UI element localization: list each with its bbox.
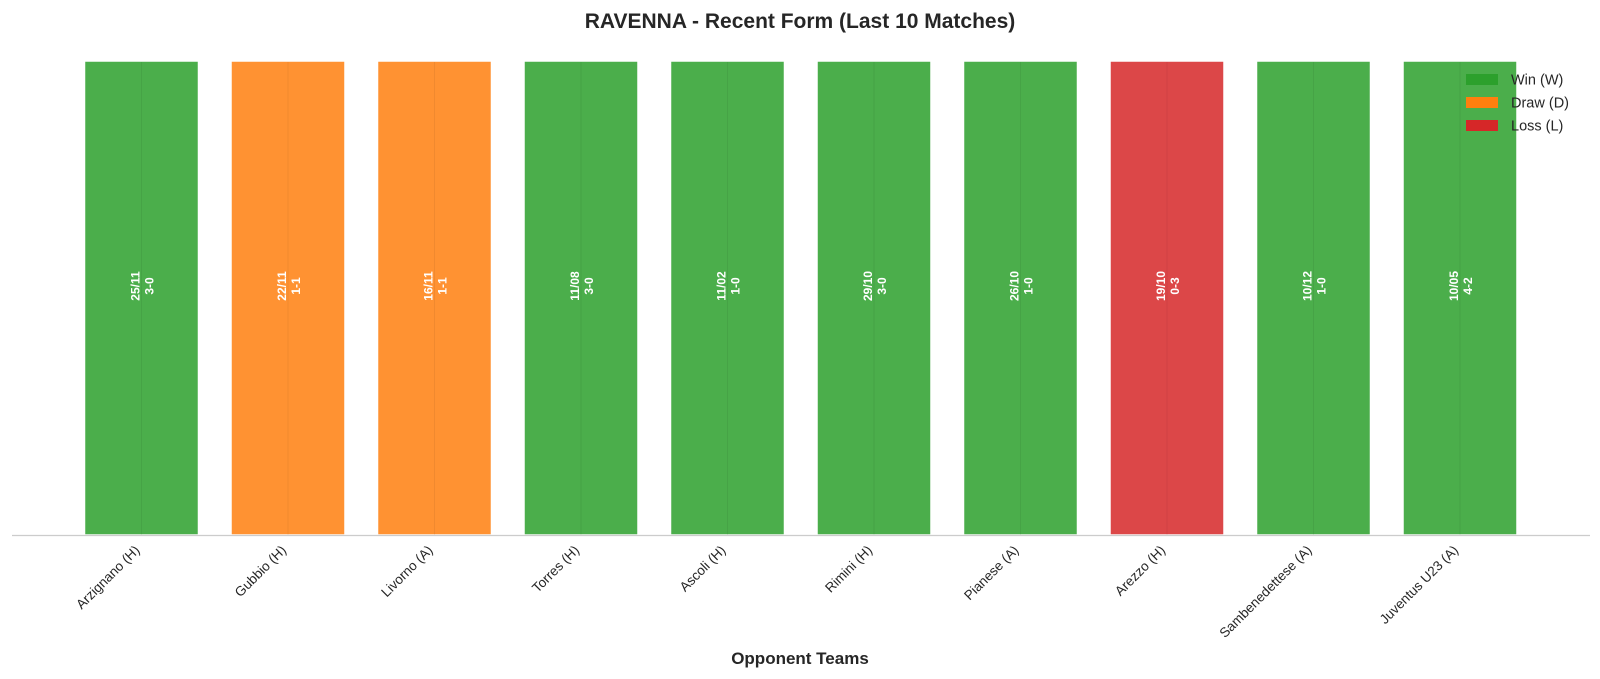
chart-title: RAVENNA - Recent Form (Last 10 Matches) bbox=[585, 10, 1016, 33]
bar-date-label: 10/05 bbox=[1447, 271, 1461, 301]
bar bbox=[230, 60, 346, 536]
bar bbox=[816, 60, 932, 536]
bar bbox=[376, 60, 493, 536]
bar-date-label: 11/08 bbox=[568, 271, 582, 301]
bar bbox=[962, 60, 1079, 536]
x-tick-label: Rimini (H) bbox=[822, 543, 875, 596]
legend-label: Win (W) bbox=[1511, 73, 1563, 89]
x-axis-label: Opponent Teams bbox=[731, 649, 869, 668]
bar-data-label: 29/103-0 bbox=[861, 271, 889, 301]
bar-data-label: 26/101-0 bbox=[1008, 271, 1036, 301]
x-tick-label: Sambenedettese (A) bbox=[1216, 543, 1314, 641]
legend-label: Draw (D) bbox=[1511, 96, 1569, 112]
legend-label: Loss (L) bbox=[1511, 119, 1563, 135]
x-tick-label: Gubbio (H) bbox=[232, 543, 289, 600]
bar-date-label: 10/12 bbox=[1301, 271, 1315, 301]
bar-score-label: 1-1 bbox=[436, 277, 450, 295]
bar-score-label: 4-2 bbox=[1461, 277, 1475, 295]
legend-swatch bbox=[1466, 97, 1498, 108]
bar-score-label: 0-3 bbox=[1168, 277, 1182, 295]
bar-date-label: 25/11 bbox=[129, 271, 143, 301]
bar-score-label: 3-0 bbox=[875, 277, 889, 295]
legend: Win (W) Draw (D) Loss (L) bbox=[1466, 73, 1569, 135]
bar-data-label: 10/121-0 bbox=[1301, 271, 1329, 301]
bar-date-label: 26/10 bbox=[1008, 271, 1022, 301]
bar bbox=[1402, 60, 1518, 536]
bar-date-label: 16/11 bbox=[422, 271, 436, 301]
x-tick-label: Arzignano (H) bbox=[73, 543, 142, 612]
bar bbox=[1255, 60, 1372, 536]
x-tick-labels: Arzignano (H) Gubbio (H) Livorno (A) Torres… bbox=[73, 543, 1461, 641]
bar-score-label: 3-0 bbox=[143, 277, 157, 295]
bar-data-label: 22/111-1 bbox=[275, 271, 303, 301]
x-tick-label: Ascoli (H) bbox=[677, 543, 729, 595]
x-tick-label: Arezzo (H) bbox=[1112, 543, 1168, 599]
bars: 25/113-0 22/111-1 16/111-1 11/083-0 11/021-0… bbox=[83, 60, 1518, 536]
bar-date-label: 19/10 bbox=[1154, 271, 1168, 301]
x-tick-label: Torres (H) bbox=[529, 543, 582, 596]
x-tick-label: Livorno (A) bbox=[378, 543, 435, 600]
bar bbox=[1109, 60, 1225, 536]
legend-swatch bbox=[1466, 74, 1498, 85]
bar-score-label: 3-0 bbox=[582, 277, 596, 295]
x-tick-label: Pianese (A) bbox=[961, 543, 1021, 603]
bar-score-label: 1-0 bbox=[729, 277, 743, 295]
x-tick-label: Juventus U23 (A) bbox=[1377, 543, 1461, 627]
bar-data-label: 10/054-2 bbox=[1447, 271, 1475, 301]
bar bbox=[83, 60, 200, 536]
bar-date-label: 22/11 bbox=[275, 271, 289, 301]
bar-data-label: 11/021-0 bbox=[715, 271, 743, 301]
bar-data-label: 19/100-3 bbox=[1154, 271, 1182, 301]
bar-date-label: 29/10 bbox=[861, 271, 875, 301]
bar-score-label: 1-1 bbox=[289, 277, 303, 295]
bar-score-label: 1-0 bbox=[1022, 277, 1036, 295]
bar-date-label: 11/02 bbox=[715, 271, 729, 301]
bar-score-label: 1-0 bbox=[1315, 277, 1329, 295]
legend-swatch bbox=[1466, 120, 1498, 131]
bar-data-label: 11/083-0 bbox=[568, 271, 596, 301]
bar-data-label: 25/113-0 bbox=[129, 271, 157, 301]
bar-data-label: 16/111-1 bbox=[422, 271, 450, 301]
